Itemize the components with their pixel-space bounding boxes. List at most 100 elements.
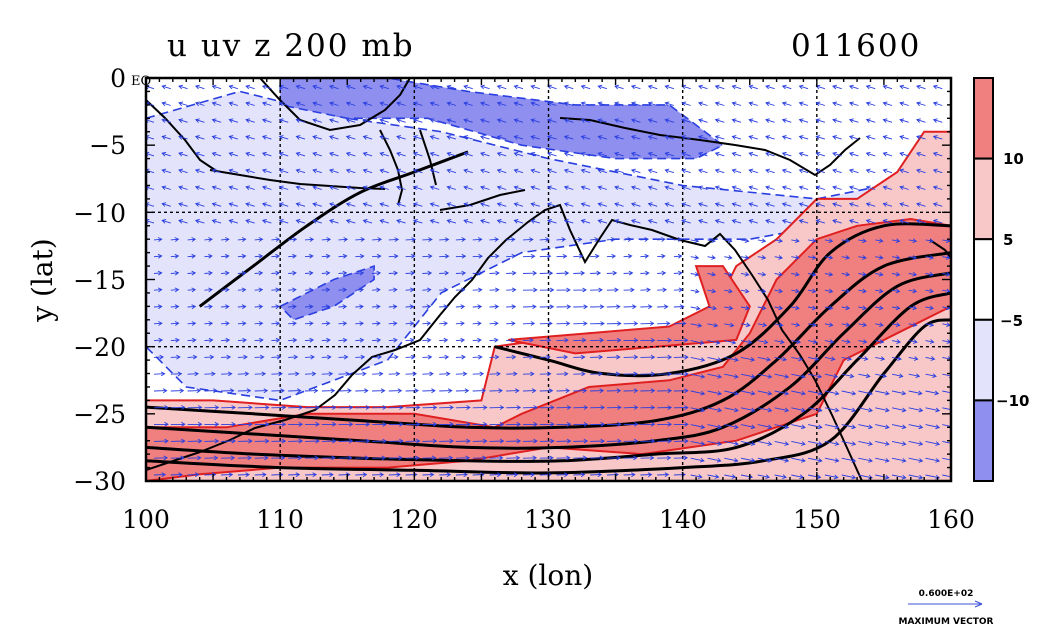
wind-vector <box>774 339 785 345</box>
wind-vector <box>153 304 163 310</box>
wind-vector <box>690 238 700 244</box>
wind-vector <box>321 421 337 427</box>
wind-vector <box>832 101 842 107</box>
wind-vector <box>875 356 886 361</box>
wind-vector <box>791 407 806 413</box>
wind-vector <box>765 151 775 157</box>
wind-vector <box>187 270 197 276</box>
wind-vector <box>204 321 214 326</box>
wind-vector <box>304 371 317 377</box>
wind-vector <box>623 455 638 461</box>
wind-vector <box>932 101 943 107</box>
wind-vector <box>547 135 557 140</box>
wind-vector <box>362 118 373 123</box>
wind-vector <box>640 237 649 242</box>
coastline-new-guinea <box>559 117 861 177</box>
wind-vector <box>261 135 272 140</box>
wind-vector <box>824 271 834 277</box>
wind-vector <box>657 421 673 427</box>
wind-vector <box>170 455 185 461</box>
x-tick-label: 110 <box>256 505 304 534</box>
wind-vector <box>590 371 603 377</box>
wind-vector <box>640 338 656 343</box>
wind-vector <box>288 253 297 259</box>
wind-vector <box>748 101 758 107</box>
wind-vector <box>908 356 919 361</box>
wind-vector <box>261 168 272 174</box>
wind-vector <box>496 135 507 140</box>
wind-vector <box>211 101 222 107</box>
wind-vector <box>714 135 725 140</box>
x-tick-label: 120 <box>390 505 438 534</box>
wind-vector <box>439 237 450 242</box>
wind-vector <box>630 202 641 207</box>
wind-vector <box>657 253 666 259</box>
wind-vector <box>170 371 183 377</box>
wind-vector <box>405 321 415 326</box>
wind-vector <box>590 438 605 444</box>
wind-vector <box>539 438 555 444</box>
wind-vector <box>590 304 605 310</box>
wind-vector <box>254 304 264 310</box>
y-axis-tick-labels: 0 −5 −10 −15 −20 −25 −30 <box>73 64 126 496</box>
wind-vector <box>647 135 658 140</box>
wind-vector <box>530 101 540 107</box>
wind-vector <box>178 135 188 140</box>
wind-vector <box>765 84 775 90</box>
wind-vector <box>573 421 589 427</box>
wind-vector <box>824 440 840 446</box>
wind-vector <box>422 455 437 461</box>
wind-vector <box>362 151 373 157</box>
wind-vector <box>362 202 373 207</box>
wind-vector <box>405 237 417 242</box>
wind-vector <box>875 255 884 260</box>
wind-vector <box>405 388 419 394</box>
wind-vector <box>824 474 839 480</box>
wind-vector <box>690 340 705 346</box>
wind-vector <box>463 185 473 191</box>
wind-vector <box>288 237 298 242</box>
wind-vector <box>791 255 800 260</box>
wind-vector <box>261 101 272 107</box>
wind-vector <box>187 337 197 343</box>
wind-vector <box>522 438 538 444</box>
wind-vector <box>791 373 806 379</box>
x-tick-label: 150 <box>793 505 841 534</box>
wind-vector <box>681 151 691 157</box>
wind-vector <box>161 185 171 191</box>
wind-vector <box>808 255 817 260</box>
wind-vector <box>640 321 655 326</box>
wind-vector <box>372 253 382 259</box>
wind-vector <box>338 438 354 444</box>
wind-vector <box>824 238 834 244</box>
wind-vector <box>405 304 415 310</box>
wind-vector <box>261 84 272 90</box>
wind-vector <box>781 185 792 191</box>
wind-vector <box>405 337 415 343</box>
wind-vector <box>563 168 574 174</box>
wind-vector <box>597 151 608 157</box>
wind-vector <box>539 455 554 461</box>
wind-vector <box>908 424 924 430</box>
wind-vector <box>379 185 389 191</box>
colorbar-box <box>973 318 994 402</box>
wind-vector <box>798 101 809 107</box>
wind-vector <box>673 455 689 461</box>
wind-vector <box>875 440 890 446</box>
wind-vector <box>891 407 907 413</box>
wind-vector <box>606 237 616 242</box>
wind-vector <box>590 337 605 343</box>
wind-vector <box>556 321 571 326</box>
wind-vector <box>178 101 188 107</box>
wind-vector <box>824 424 840 430</box>
wind-vector <box>153 354 164 360</box>
wind-vector <box>489 455 504 461</box>
wind-vector <box>908 407 924 413</box>
wind-vector <box>204 270 213 276</box>
wind-vector <box>657 270 667 276</box>
wind-vector <box>740 424 756 430</box>
wind-vector <box>875 474 890 480</box>
wind-vector <box>875 424 890 430</box>
wind-vector <box>606 371 621 377</box>
wind-vector <box>422 421 438 427</box>
